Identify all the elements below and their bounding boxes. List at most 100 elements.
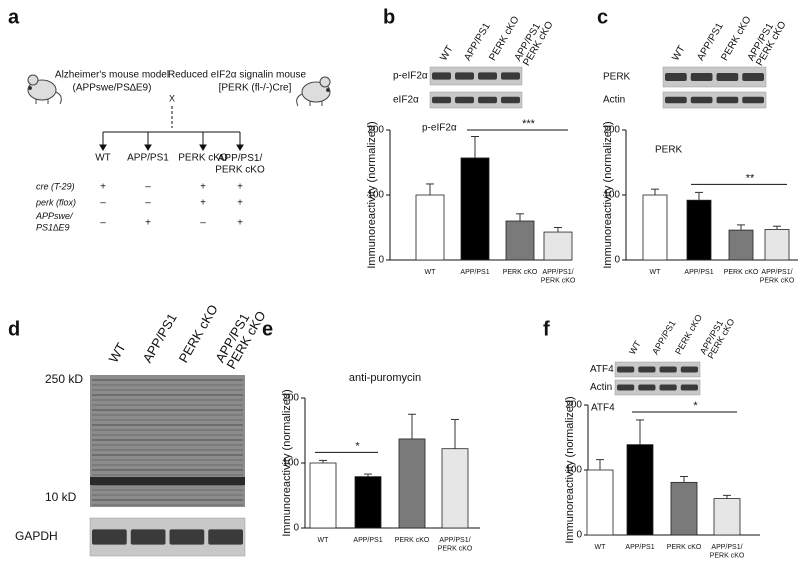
cross-symbol: X: [169, 93, 175, 103]
blot-band: [478, 72, 497, 80]
blot-smear: [92, 399, 243, 401]
blot-band: [455, 96, 474, 104]
blot-band: [90, 477, 245, 485]
panel-letter: c: [597, 6, 608, 28]
blot-smear: [92, 499, 243, 501]
band-label: PERK: [603, 72, 631, 83]
blot-band: [742, 96, 764, 104]
blot-band: [742, 73, 764, 81]
error-bar: [737, 224, 745, 231]
blot-strip: [429, 66, 523, 86]
error-bar: [471, 136, 479, 158]
error-bar: [408, 413, 416, 439]
blot-band: [432, 96, 451, 104]
error-bar: [319, 459, 327, 463]
blot-strip: [89, 517, 246, 557]
blot-band: [665, 73, 687, 81]
blot-smear: [92, 469, 243, 471]
mouse-icon: [296, 76, 331, 107]
blot-band: [92, 529, 127, 545]
x-tick-label: PERK cKO: [724, 269, 759, 276]
chart-annotation: p-eIF2α: [422, 123, 457, 134]
chart-title: anti-puromycin: [349, 372, 421, 384]
blot-band: [432, 72, 451, 80]
error-bar: [773, 225, 781, 230]
y-tick-label: 0: [614, 255, 620, 266]
x-tick-label: APP/PS1/PERK cKO: [710, 544, 745, 559]
y-axis-label: Immunoreactivity (normalized): [281, 389, 293, 536]
x-tick-label: PERK cKO: [395, 537, 430, 544]
blot-band: [659, 366, 677, 373]
blot-strip: [429, 91, 523, 109]
blot-background: [429, 91, 523, 109]
blot-smear: [92, 389, 243, 391]
band-label: p-eIF2α: [393, 71, 428, 82]
blot-smear: [92, 454, 243, 456]
y-tick-label: 100: [282, 458, 299, 469]
bar: [626, 444, 654, 536]
chart-annotation: ATF4: [591, 403, 615, 414]
lane-label: WT: [438, 44, 455, 63]
blot-strip: [614, 379, 701, 396]
y-axis-label: Immunoreactivity (normalized): [602, 121, 614, 268]
blot-band: [638, 366, 656, 373]
x-tick-label: WT: [425, 269, 437, 276]
band-label: eIF2α: [393, 95, 419, 106]
y-axis-label: Immunoreactivity (normalized): [564, 396, 576, 543]
model-name: Alzheimer's mouse model: [55, 70, 169, 81]
genotype-cell: +: [237, 198, 243, 209]
panel-letter: f: [543, 318, 550, 340]
lane-label: APP/PS1PERK cKO: [698, 313, 737, 361]
blot-band: [680, 366, 698, 373]
bar: [543, 231, 573, 261]
chart-annotation: PERK: [655, 145, 683, 156]
genotype-row-label: perk (flox): [35, 197, 76, 207]
blot-smear: [92, 474, 243, 476]
significance-label: ***: [522, 118, 536, 130]
error-bar: [680, 476, 688, 483]
x-tick-label: APP/PS1/PERK cKO: [438, 537, 473, 552]
y-tick-label: 200: [367, 125, 384, 136]
blot-smear: [92, 444, 243, 446]
lane-label: WT: [106, 340, 129, 365]
error-bar: [426, 183, 434, 195]
blot-background: [614, 379, 701, 396]
blot-smear: [92, 459, 243, 461]
blot-band: [638, 384, 656, 391]
blot-band: [501, 72, 520, 80]
blot-smear: [92, 414, 243, 416]
bar: [642, 194, 668, 261]
blot-smear: [92, 404, 243, 406]
blot-band: [501, 96, 520, 104]
blot-band: [659, 384, 677, 391]
genotype-column: APP/PS1/PERK cKO: [215, 153, 265, 176]
cross-arrows: [99, 106, 244, 151]
blot-strip: [614, 361, 701, 378]
genotype-cell: –: [100, 218, 106, 229]
blot-band: [690, 96, 713, 104]
blot-band: [665, 96, 687, 104]
genotype-cell: –: [200, 218, 206, 229]
bar: [415, 194, 445, 261]
significance-label: **: [746, 172, 755, 184]
blot-image: [90, 375, 245, 507]
blot-smear: [92, 384, 243, 386]
lane-label: APP/PS1: [140, 311, 180, 365]
blot-smear: [92, 489, 243, 491]
blot-smear: [92, 424, 243, 426]
bar: [713, 498, 741, 536]
lane-label: WT: [670, 44, 687, 63]
genotype-cell: +: [145, 218, 151, 229]
genotype-column: PERK cKO: [178, 153, 228, 164]
x-tick-label: APP/PS1/PERK cKO: [541, 269, 576, 284]
panel-letter: e: [262, 318, 273, 340]
significance-label: *: [355, 440, 360, 452]
y-tick-label: 200: [603, 125, 620, 136]
x-tick-label: PERK cKO: [667, 544, 702, 551]
genotype-cell: +: [237, 182, 243, 193]
genotype-cell: –: [145, 182, 151, 193]
model-genotype: (APPswe/PS∆E9): [73, 83, 152, 94]
band-label: Actin: [590, 382, 612, 393]
bar: [398, 438, 426, 529]
x-tick-label: APP/PS1: [684, 269, 713, 276]
